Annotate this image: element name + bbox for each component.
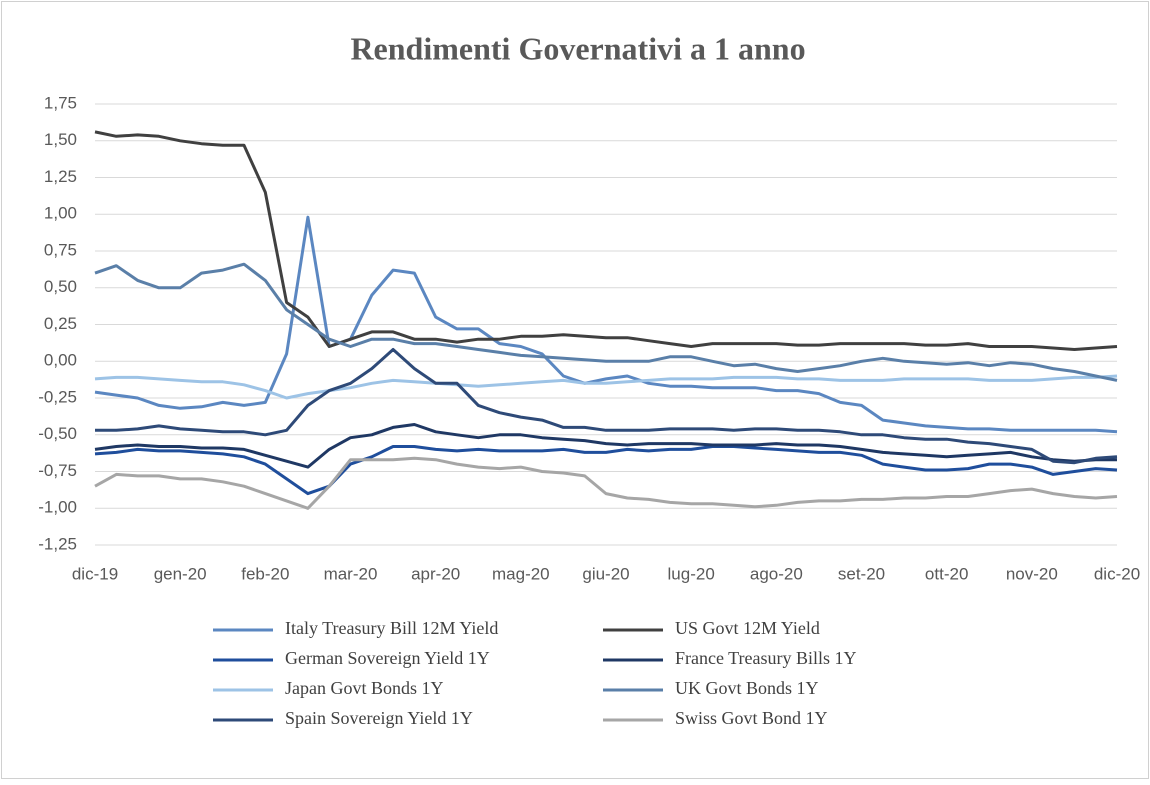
series-line (95, 348, 1118, 465)
y-tick-label: -0,75 (38, 461, 77, 480)
legend-label: US Govt 12M Yield (675, 618, 820, 638)
x-tick-label: set-20 (838, 564, 885, 583)
y-tick-label: -0,50 (38, 424, 77, 443)
legend-label: Italy Treasury Bill 12M Yield (285, 618, 498, 638)
x-tick-label: nov-20 (1006, 564, 1058, 583)
y-tick-label: 1,75 (44, 93, 77, 112)
y-tick-label: -0,25 (38, 387, 77, 406)
x-tick-label: dic-19 (72, 564, 118, 583)
y-tick-label: 1,50 (44, 130, 77, 149)
series-line (94, 215, 1118, 434)
legend-label: UK Govt Bonds 1Y (675, 678, 819, 698)
y-tick-label: 1,00 (44, 204, 77, 223)
x-tick-label: giu-20 (582, 564, 629, 583)
x-tick-label: mar-20 (324, 564, 378, 583)
chart-title: Rendimenti Governativi a 1 anno (350, 30, 805, 66)
legend-label: France Treasury Bills 1Y (675, 648, 857, 668)
legend-label: German Sovereign Yield 1Y (285, 648, 490, 668)
series-line (94, 262, 1118, 382)
legend-label: Swiss Govt Bond 1Y (675, 708, 828, 728)
y-tick-label: 0,75 (44, 240, 77, 259)
y-tick-label: 1,25 (44, 167, 77, 186)
legend-label: Spain Sovereign Yield 1Y (285, 708, 473, 728)
x-tick-label: apr-20 (411, 564, 460, 583)
x-tick-label: gen-20 (154, 564, 207, 583)
legend-label: Japan Govt Bonds 1Y (285, 678, 444, 698)
series-line (94, 374, 1118, 400)
series-line (94, 130, 1118, 351)
y-tick-label: 0,50 (44, 277, 77, 296)
x-tick-label: ago-20 (750, 564, 803, 583)
y-tick-label: -1,00 (38, 498, 77, 517)
x-tick-label: lug-20 (668, 564, 715, 583)
x-tick-label: mag-20 (492, 564, 550, 583)
series-line (94, 456, 1118, 510)
x-tick-label: feb-20 (241, 564, 289, 583)
series-line (94, 445, 1118, 496)
y-tick-label: 0,00 (44, 351, 77, 370)
x-tick-label: dic-20 (1094, 564, 1140, 583)
y-tick-label: -1,25 (38, 534, 77, 553)
x-tick-label: ott-20 (925, 564, 968, 583)
series-line (94, 423, 1117, 469)
y-tick-label: 0,25 (44, 314, 77, 333)
